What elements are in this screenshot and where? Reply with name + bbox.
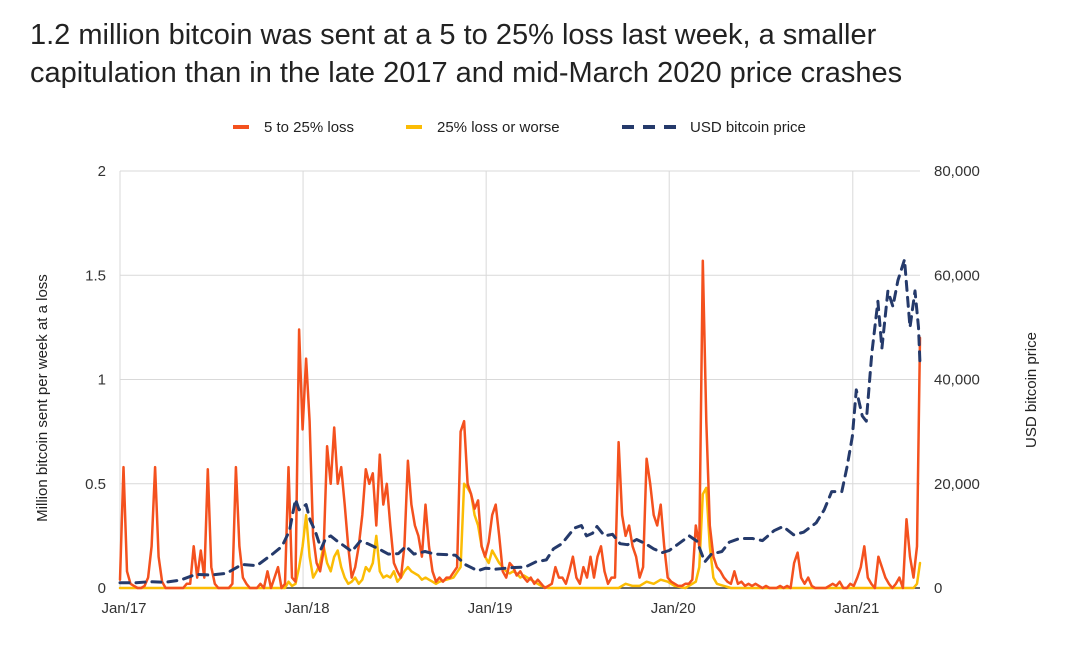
x-tick-label: Jan/20 [651, 600, 696, 617]
right-axis-ticks: 0 20,000 40,000 60,000 80,000 [934, 163, 980, 597]
legend-label: USD bitcoin price [690, 119, 806, 136]
series-line-loss-25-plus [118, 482, 922, 590]
legend-label: 5 to 25% loss [264, 119, 354, 136]
legend-item-loss-25-plus: 25% loss or worse [406, 119, 560, 136]
y2-tick-label: 40,000 [934, 372, 980, 389]
x-tick-label: Jan/21 [834, 600, 879, 617]
y2-tick-label: 0 [934, 580, 942, 597]
legend-item-loss-5-25: 5 to 25% loss [233, 119, 354, 136]
series-layer [118, 258, 922, 590]
y-axis-label: Million bitcoin sent per week at a loss [34, 274, 51, 522]
series-line-loss-5-25 [118, 259, 922, 590]
x-tick-label: Jan/19 [468, 600, 513, 617]
series-line-price [118, 258, 922, 585]
legend: 5 to 25% loss 25% loss or worse USD bitc… [233, 119, 806, 136]
chart-title-line: capitulation than in the late 2017 and m… [30, 57, 903, 89]
y2-tick-label: 80,000 [934, 163, 980, 180]
y-tick-label: 2 [98, 163, 106, 180]
y-tick-label: 0.5 [85, 476, 106, 493]
legend-label: 25% loss or worse [437, 119, 560, 136]
y2-axis-label: USD bitcoin price [1023, 332, 1040, 448]
x-axis-ticks: Jan/17 Jan/18 Jan/19 Jan/20 Jan/21 [101, 600, 879, 617]
y2-tick-label: 60,000 [934, 267, 980, 284]
y-tick-label: 1 [98, 372, 106, 389]
y2-tick-label: 20,000 [934, 476, 980, 493]
y-tick-label: 0 [98, 580, 106, 597]
left-axis-ticks: 0 0.5 1 1.5 2 [85, 163, 106, 597]
grid-lines [119, 170, 920, 588]
x-tick-label: Jan/18 [285, 600, 330, 617]
chart-title: 1.2 million bitcoin was sent at a 5 to 2… [30, 16, 1050, 92]
x-tick-label: Jan/17 [101, 600, 146, 617]
y-tick-label: 1.5 [85, 267, 106, 284]
chart-title-line: 1.2 million bitcoin was sent at a 5 to 2… [30, 19, 877, 51]
legend-item-price: USD bitcoin price [622, 119, 806, 136]
